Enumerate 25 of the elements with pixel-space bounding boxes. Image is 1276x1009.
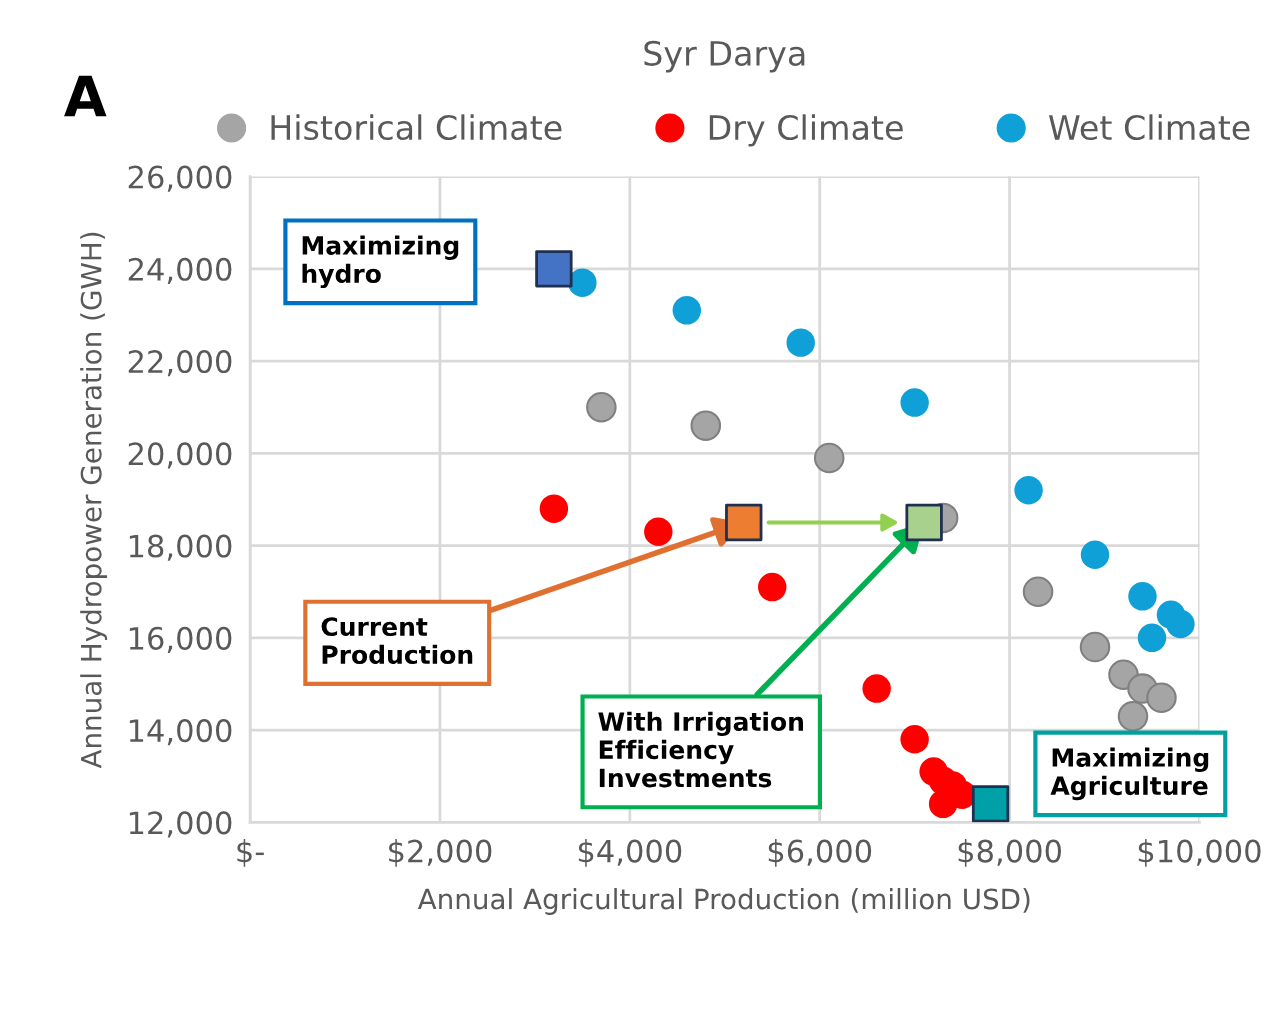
annotation: Maximizing Agriculture [1050,747,1209,801]
legend-label: Historical Climate [271,114,562,141]
y-tick-label: 20,000 [128,442,232,469]
chart-title: Syr Darya [644,40,805,73]
annotation: Current Production [321,617,473,665]
y-tick-label: 14,000 [129,719,232,746]
x-tick-label: $- [237,839,264,867]
x-axis-title: Annual Agricultural Production (million USD) [417,888,1030,915]
legend-label: Wet Climate [1048,114,1250,141]
y-tick-label: 24,000 [128,257,232,284]
annotation: Maximizing hydro [302,235,459,289]
y-tick-label: 22,000 [128,350,232,377]
legend-label: Dry Climate [709,114,903,147]
text: A [64,75,107,117]
x-tick-label: $10,000 [1138,839,1261,867]
y-tick-label: 12,000 [129,811,232,838]
x-tick-label: $2,000 [389,839,492,867]
y-tick-label: 26,000 [128,165,232,192]
x-tick-label: $8,000 [958,839,1061,867]
annotation: With Irrigation Efficiency Investments [598,711,803,788]
y-tick-label: 16,000 [129,626,232,653]
x-tick-label: $4,000 [578,839,682,867]
y-axis-title: Annual Hydropower Generation (GWH) [80,232,108,769]
y-tick-label: 18,000 [129,534,232,561]
x-tick-label: $6,000 [768,839,872,867]
